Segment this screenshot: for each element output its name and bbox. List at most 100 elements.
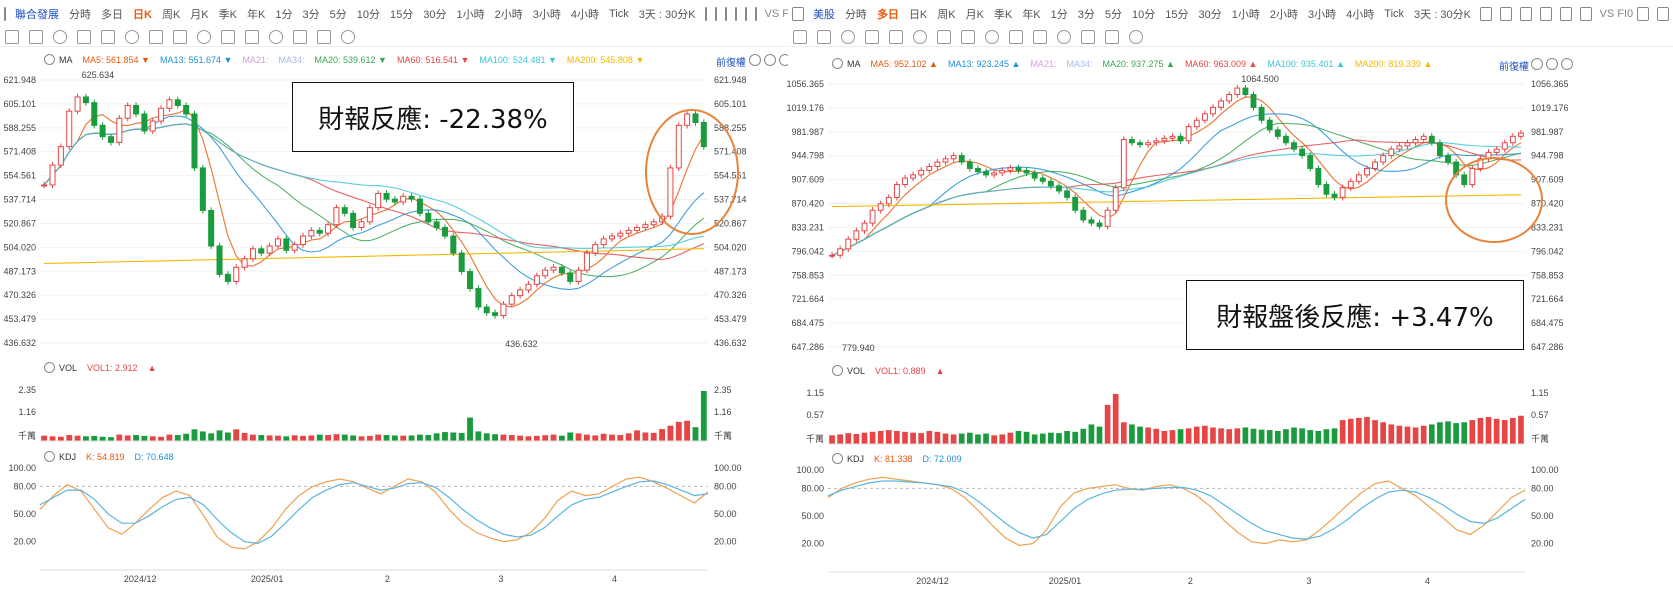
timeframe-15[interactable]: 2小時 — [1269, 9, 1299, 21]
crosshair-icon[interactable] — [5, 30, 19, 44]
timeframe-13[interactable]: 30分 — [423, 9, 447, 21]
settings-icon[interactable] — [1499, 7, 1512, 21]
timeframe-7[interactable]: 年K — [246, 9, 266, 21]
timeframe-10[interactable]: 5分 — [329, 9, 347, 21]
timeframe-6[interactable]: 季K — [993, 9, 1013, 21]
text-icon[interactable] — [149, 30, 163, 44]
line-icon[interactable] — [29, 30, 43, 44]
channel-icon[interactable] — [101, 30, 115, 44]
timeframe-8[interactable]: 1分 — [1050, 9, 1068, 21]
link-icon[interactable] — [1105, 30, 1119, 44]
trend-icon[interactable] — [53, 30, 67, 44]
note-icon[interactable] — [173, 30, 187, 44]
timeframe-19[interactable]: 3天 : 30分K — [638, 9, 696, 21]
magnet-icon[interactable] — [1009, 30, 1023, 44]
pen-icon[interactable] — [1559, 7, 1572, 21]
layout-icon[interactable] — [1519, 7, 1532, 21]
timeframe-15[interactable]: 2小時 — [494, 9, 523, 21]
right-adjust-label[interactable]: 前復權 — [1499, 62, 1529, 73]
timeframe-18[interactable]: Tick — [608, 8, 629, 20]
timeframe-9[interactable]: 3分 — [1077, 9, 1095, 21]
display-icon[interactable] — [1479, 7, 1492, 21]
left-adjust-label[interactable]: 前復權 — [716, 58, 746, 69]
lock-icon[interactable] — [245, 30, 259, 44]
fib-icon[interactable] — [77, 30, 91, 44]
timeframe-6[interactable]: 季K — [218, 9, 237, 21]
gear-icon[interactable] — [44, 451, 55, 462]
note-icon[interactable] — [961, 30, 975, 44]
refresh-icon[interactable] — [1579, 7, 1592, 21]
compare-label[interactable]: VS FI0 — [1599, 8, 1634, 20]
timeframe-16[interactable]: 3小時 — [532, 9, 561, 21]
trend-icon[interactable] — [841, 30, 855, 44]
timeframe-8[interactable]: 1分 — [275, 9, 293, 21]
brush-icon[interactable] — [985, 30, 999, 44]
timeframe-10[interactable]: 5分 — [1104, 9, 1123, 21]
eye-icon[interactable] — [1057, 30, 1071, 44]
arrow-icon[interactable] — [125, 30, 139, 44]
panel-icon[interactable] — [4, 7, 6, 21]
line-icon[interactable] — [817, 30, 831, 44]
timeframe-0[interactable]: 美股 — [812, 9, 835, 21]
arrow-icon[interactable] — [913, 30, 927, 44]
right-panel-controls[interactable] — [1528, 58, 1573, 70]
close-icon[interactable] — [1561, 58, 1573, 70]
timeframe-16[interactable]: 3小時 — [1308, 9, 1337, 21]
timeframe-5[interactable]: 月K — [965, 9, 984, 21]
left-panel-controls[interactable] — [746, 54, 791, 66]
timeframe-11[interactable]: 10分 — [356, 9, 380, 21]
timeframe-7[interactable]: 年K — [1022, 9, 1041, 21]
gear-icon[interactable] — [832, 58, 843, 69]
timeframe-13[interactable]: 30分 — [1198, 9, 1222, 21]
timeframe-12[interactable]: 15分 — [1165, 9, 1189, 21]
crosshair-icon[interactable] — [793, 30, 807, 44]
fib-icon[interactable] — [865, 30, 879, 44]
timeframe-5[interactable]: 月K — [190, 9, 209, 21]
panel-icon[interactable] — [792, 7, 804, 21]
timeframe-4[interactable]: 周K — [937, 9, 956, 21]
timeframe-2[interactable]: 多日 — [101, 9, 123, 21]
trash-icon[interactable] — [293, 30, 307, 44]
timeframe-19[interactable]: 3天 : 30分K — [1414, 9, 1471, 21]
timeframe-11[interactable]: 10分 — [1132, 9, 1156, 21]
eye-icon[interactable] — [269, 30, 283, 44]
timeframe-3[interactable]: 日K — [133, 9, 152, 21]
refresh-icon[interactable] — [754, 7, 757, 21]
gear-icon[interactable] — [341, 30, 355, 44]
trash-icon[interactable] — [1081, 30, 1095, 44]
minus-icon[interactable] — [1531, 58, 1543, 70]
gear-icon[interactable] — [44, 54, 55, 65]
lock-icon[interactable] — [1033, 30, 1047, 44]
timeframe-1[interactable]: 分時 — [844, 9, 867, 21]
gear-icon[interactable] — [44, 362, 55, 373]
pen-icon[interactable] — [744, 7, 747, 21]
timeframe-18[interactable]: Tick — [1384, 8, 1405, 20]
gear-icon[interactable] — [832, 453, 843, 464]
close-icon[interactable] — [1657, 7, 1670, 21]
camera-icon[interactable] — [1539, 7, 1552, 21]
gear-icon[interactable] — [1129, 30, 1143, 44]
layout-icon[interactable] — [724, 7, 727, 21]
timeframe-12[interactable]: 15分 — [389, 9, 414, 21]
timeframe-2[interactable]: 多日 — [876, 9, 899, 21]
camera-icon[interactable] — [734, 7, 737, 21]
timeframe-9[interactable]: 3分 — [302, 9, 320, 21]
timeframe-0[interactable]: 聯合發展 — [15, 9, 59, 21]
display-icon[interactable] — [704, 7, 707, 21]
expand-icon[interactable] — [1637, 7, 1650, 21]
timeframe-14[interactable]: 1小時 — [1231, 9, 1260, 21]
timeframe-14[interactable]: 1小時 — [456, 9, 485, 21]
settings-icon[interactable] — [714, 7, 717, 21]
timeframe-1[interactable]: 分時 — [69, 9, 91, 21]
timeframe-3[interactable]: 日K — [908, 9, 928, 21]
settings-icon[interactable] — [764, 54, 776, 66]
settings-icon[interactable] — [1546, 58, 1558, 70]
minus-icon[interactable] — [749, 54, 761, 66]
timeframe-17[interactable]: 4小時 — [570, 9, 599, 21]
link-icon[interactable] — [317, 30, 331, 44]
channel-icon[interactable] — [889, 30, 903, 44]
text-icon[interactable] — [937, 30, 951, 44]
gear-icon[interactable] — [832, 365, 843, 376]
brush-icon[interactable] — [197, 30, 211, 44]
timeframe-4[interactable]: 周K — [161, 9, 181, 21]
